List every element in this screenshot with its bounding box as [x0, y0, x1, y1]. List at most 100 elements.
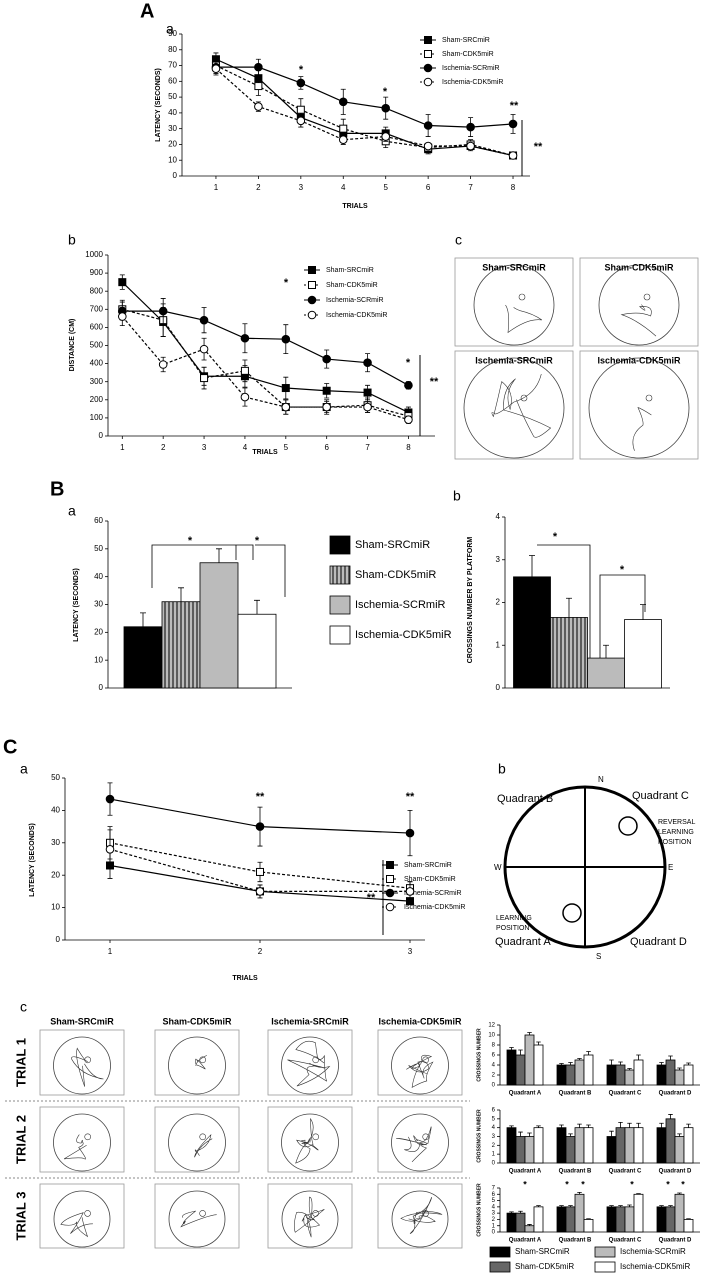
legend-label: Ischemia-SCRmiR: [404, 890, 462, 897]
x-tick-label: Quadrant C: [609, 1238, 642, 1244]
bar: [656, 1064, 667, 1086]
bar: [615, 1127, 626, 1164]
legend-swatch: [329, 625, 351, 645]
significance: *: [666, 1179, 670, 1189]
marker: [363, 402, 372, 412]
marker: [385, 902, 395, 912]
legend-label: Sham-SRCmiR: [326, 267, 374, 274]
y-tick-label: 4: [492, 1125, 496, 1131]
y-tick-label: 4: [496, 512, 501, 521]
bar: [606, 1136, 617, 1164]
swim-pool: [281, 1036, 339, 1095]
bar: [606, 1206, 617, 1233]
y-tick-label: 500: [90, 341, 104, 350]
error-bar: [586, 1218, 591, 1220]
legend-label: Ischemia-SCRmiR: [355, 599, 446, 611]
series-line: [121, 316, 409, 421]
bar: [574, 1193, 585, 1233]
marker: [508, 151, 518, 160]
significance: *: [406, 357, 411, 369]
platform: [312, 1133, 320, 1141]
y-tick-label: 8: [492, 1043, 496, 1049]
swim-path: [63, 1134, 87, 1160]
legend-label: Ischemia-CDK5miR: [326, 312, 387, 319]
marker: [254, 82, 263, 91]
error-bar: [509, 1211, 514, 1214]
y-tick-label: 2: [492, 1073, 496, 1079]
error-bar: [586, 1124, 591, 1128]
bar: [656, 1127, 667, 1164]
y-tick-label: 2: [492, 1143, 496, 1149]
x-tick-label: 3: [408, 947, 413, 956]
platform: [312, 1056, 320, 1064]
bar: [533, 1206, 544, 1233]
error-bar: [603, 644, 609, 659]
marker: [423, 77, 433, 87]
y-tick-label: 4: [492, 1063, 496, 1069]
bar: [624, 1127, 635, 1164]
marker: [404, 415, 413, 425]
bar: [556, 1206, 567, 1233]
legend-swatch: [329, 595, 351, 615]
y-axis-label: CROSSINGS NUMBER BY PLATFORM: [467, 537, 474, 664]
significance: *: [523, 1179, 527, 1189]
x-axis-label: TRIALS: [342, 203, 368, 210]
error-bar: [686, 1123, 691, 1128]
position-label: LEARNING: [496, 915, 532, 922]
error-bar: [529, 555, 535, 577]
marker: [381, 132, 391, 141]
y-tick-label: 10: [94, 655, 103, 664]
panel-letter: C: [3, 736, 17, 758]
significance: *: [188, 535, 193, 547]
bar: [513, 576, 551, 689]
marker: [240, 392, 250, 402]
x-tick-label: Quadrant D: [659, 1238, 692, 1244]
bar: [624, 619, 662, 689]
error-bar: [636, 1054, 641, 1060]
bar: [615, 1064, 626, 1086]
marker: [199, 315, 209, 325]
error-bar: [527, 1032, 532, 1035]
error-bar: [577, 1192, 582, 1195]
swim-pool: [168, 1036, 226, 1095]
error-bar: [618, 1205, 623, 1207]
marker: [338, 135, 348, 145]
y-tick-label: 1: [492, 1223, 496, 1229]
platform: [84, 1210, 91, 1217]
y-axis-label: DISTANCE (CM): [69, 319, 76, 372]
swim-pool: [473, 264, 555, 346]
legend-swatch: [489, 1246, 511, 1258]
x-tick-label: Quadrant C: [609, 1091, 642, 1097]
bar: [674, 1136, 685, 1164]
panel-letter: A: [140, 0, 154, 22]
error-bar: [568, 1205, 573, 1207]
bar: [237, 613, 277, 689]
error-bar: [659, 1205, 664, 1207]
swim-path: [505, 304, 543, 334]
bar: [533, 1127, 544, 1164]
marker: [255, 822, 265, 831]
bar: [199, 562, 239, 689]
marker: [158, 360, 168, 369]
significance: *: [383, 86, 388, 98]
panel-letter: b: [498, 761, 506, 777]
bar: [565, 1206, 576, 1233]
error-bar: [686, 1062, 691, 1065]
bar: [515, 1054, 526, 1086]
marker: [296, 105, 305, 114]
error-bar: [216, 548, 222, 563]
x-tick-label: 7: [365, 443, 370, 452]
swim-path: [60, 1212, 93, 1238]
marker: [199, 344, 209, 354]
swim-path: [400, 1196, 443, 1234]
swim-path: [71, 1047, 104, 1087]
legend-label: Sham-SRCmiR: [515, 1247, 570, 1256]
trial-label: TRIAL 1: [13, 1038, 28, 1087]
legend-swatch: [329, 565, 351, 585]
x-tick-label: Quadrant A: [509, 1091, 542, 1097]
bar: [515, 1136, 526, 1164]
y-tick-label: 20: [94, 627, 103, 636]
bar: [683, 1219, 694, 1233]
platform: [645, 394, 653, 402]
